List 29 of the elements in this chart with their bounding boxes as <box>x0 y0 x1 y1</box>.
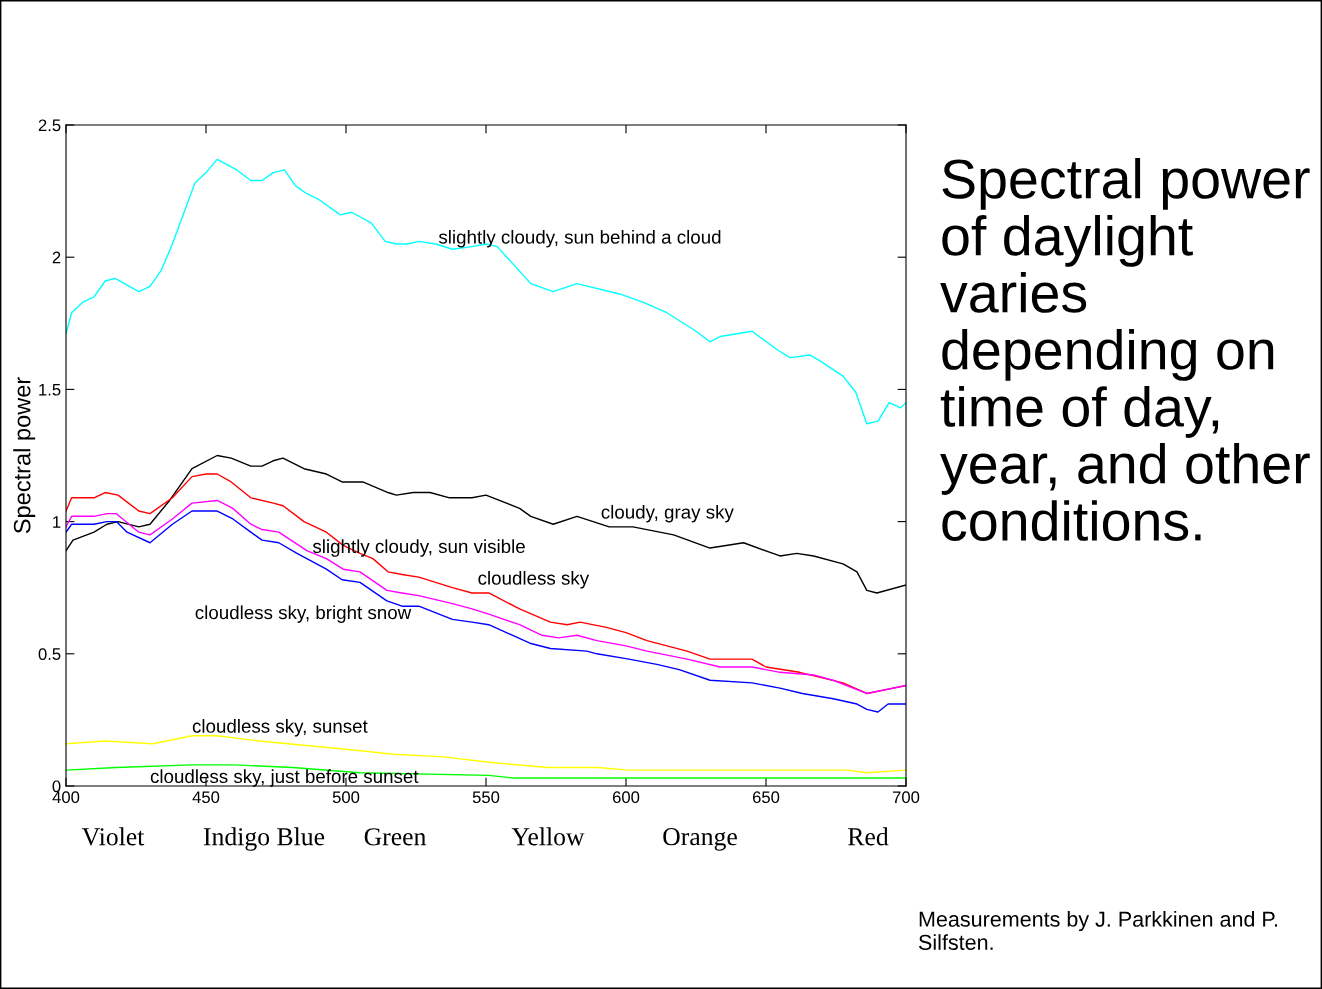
text: Indigo Blue <box>203 827 325 851</box>
x-tick-label: 400 <box>52 791 80 804</box>
line-series <box>66 158 906 425</box>
text: Orange <box>663 828 737 851</box>
x-tick-label: 450 <box>192 791 220 804</box>
x-tick-label: 600 <box>612 791 640 804</box>
series-label: slightly cloudy, sun behind a cloud <box>438 229 721 248</box>
series-label: cloudless sky, just before sunset <box>150 769 419 787</box>
y-tick-label: 2.5 <box>38 119 61 132</box>
text: Red <box>848 827 889 846</box>
text: Violet <box>81 827 145 846</box>
y-tick-label: 1.5 <box>39 383 61 396</box>
series-label: cloudy, gray sky <box>601 504 734 523</box>
text: Yellow <box>511 827 585 846</box>
x-tick-label: 700 <box>892 791 920 804</box>
x-tick-label: 500 <box>332 791 360 804</box>
text: Spectral power of daylight varies depending on time of day, year, and other conditions. <box>940 158 1310 541</box>
series-label: cloudless sky <box>478 571 590 589</box>
y-tick-label: 0 <box>52 780 61 793</box>
x-tick-label: 650 <box>752 791 780 804</box>
series-label: cloudless sky, sunset <box>192 719 368 737</box>
text: Green <box>364 828 426 846</box>
y-tick-label: 2 <box>52 251 61 264</box>
y-axis-title: Spectral power <box>13 377 36 534</box>
series-label: cloudless sky, bright snow <box>195 605 412 623</box>
y-tick-label: 0.5 <box>38 648 61 660</box>
x-tick-label: 550 <box>472 791 500 804</box>
text: Measurements by J. Parkkinen and P. Silfsten. <box>918 911 1278 950</box>
y-tick-label: 1 <box>53 516 61 528</box>
